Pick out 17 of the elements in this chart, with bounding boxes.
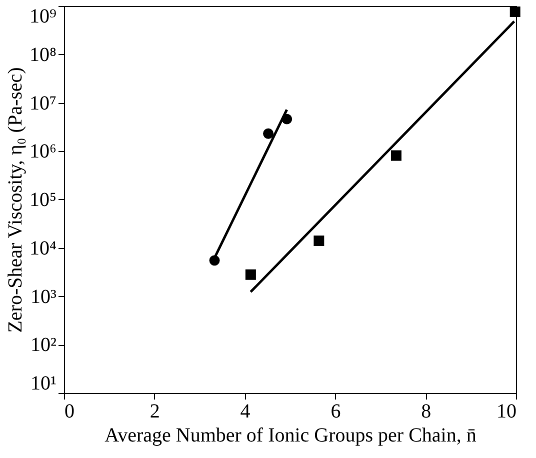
y-tick-label: 10⁶: [30, 140, 57, 163]
y-tick-label: 10⁹: [30, 6, 57, 28]
y-tick-label: 10⁷: [30, 92, 57, 114]
x-axis-title: Average Number of Ionic Groups per Chain, n̄: [104, 424, 476, 446]
y-tick-label: 10¹: [30, 372, 56, 394]
x-tick-label: 6: [330, 400, 341, 422]
x-tick-label: 2: [150, 400, 160, 422]
x-tick-label: 0: [64, 400, 74, 422]
y-tick-label: 10⁴: [30, 237, 57, 260]
x-tick-label: 10: [496, 400, 516, 422]
y-tick-label: 10²: [30, 334, 56, 356]
x-tick-label: 8: [421, 400, 432, 422]
x-tick-label: 4: [240, 400, 250, 422]
y-tick-label: 10⁵: [30, 189, 56, 211]
y-tick-label: 10⁸: [30, 44, 57, 66]
y-axis-title: Zero-Shear Viscosity, η₀ (Pa-sec): [4, 67, 27, 333]
y-tick-label: 10³: [30, 286, 56, 308]
